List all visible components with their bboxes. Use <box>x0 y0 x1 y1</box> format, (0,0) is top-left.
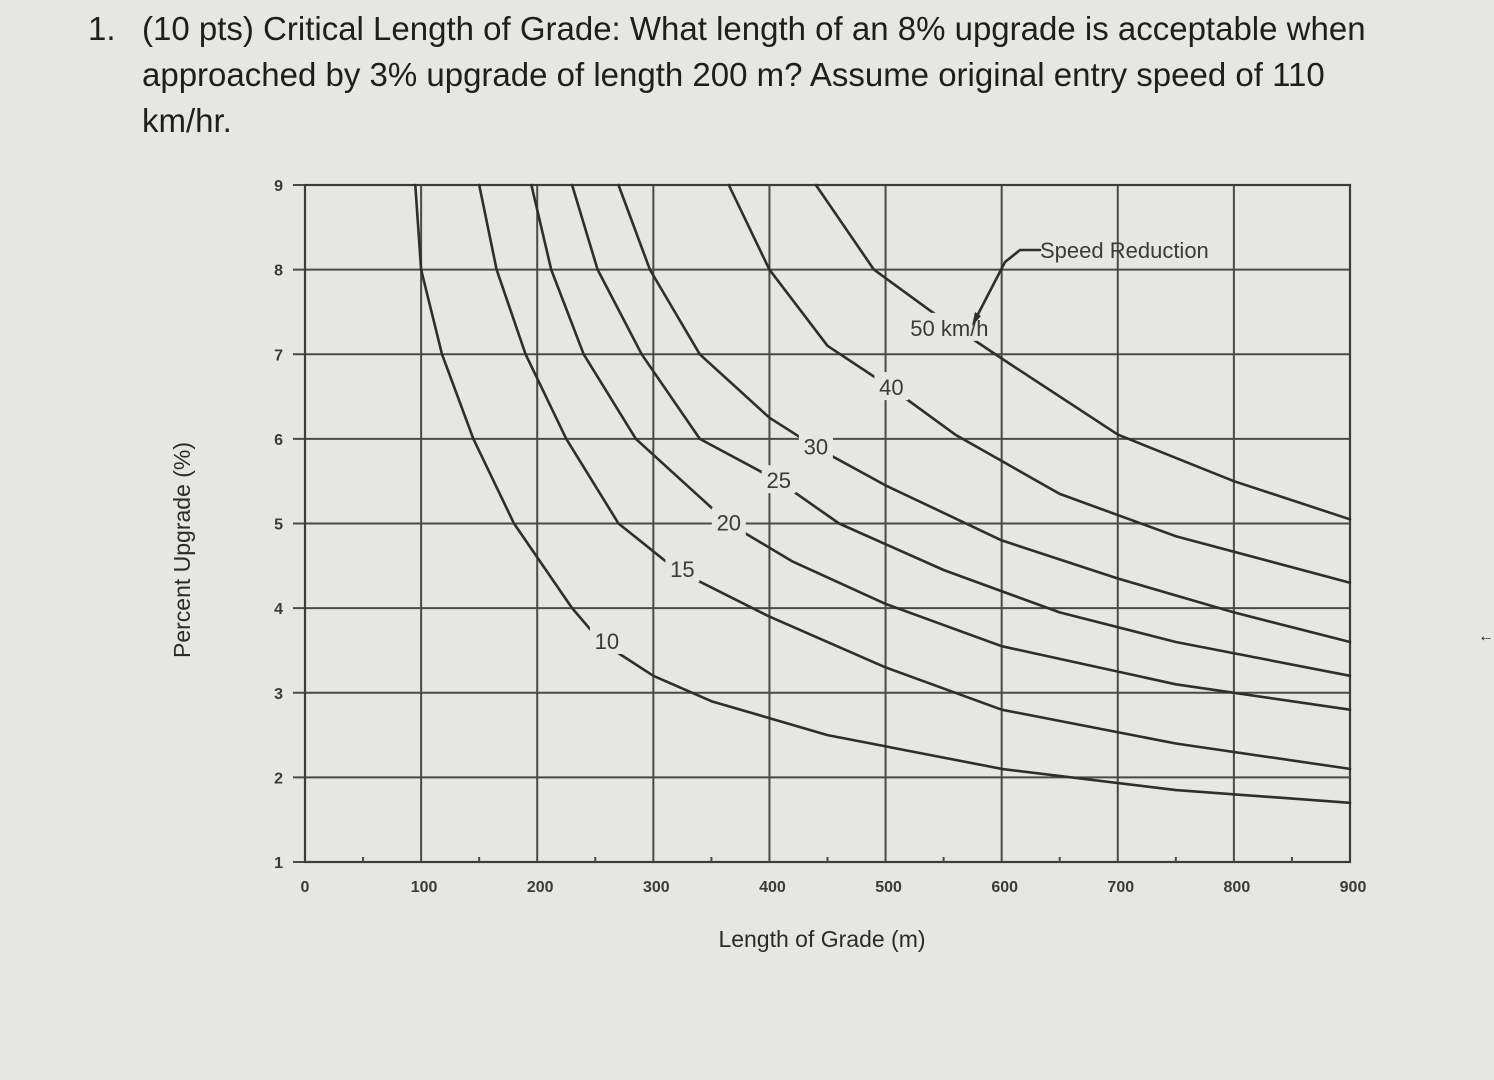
curve-15 <box>477 183 1352 771</box>
x-tick-label: 200 <box>527 879 554 896</box>
x-tick-label: 700 <box>1107 879 1134 896</box>
question-number: 1. <box>88 10 116 47</box>
y-tick-label: 9 <box>274 178 283 195</box>
curve-label: 10 <box>595 629 619 654</box>
curve-40 <box>727 183 1352 585</box>
x-tick-label: 600 <box>991 879 1018 896</box>
x-tick-label: 100 <box>411 879 438 896</box>
arrow-left-icon: ← <box>1478 628 1494 645</box>
y-tick-label: 3 <box>274 686 283 703</box>
y-tick-label: 2 <box>274 770 283 787</box>
x-axis-title: Length of Grade (m) <box>718 926 925 952</box>
curve-label: 40 <box>879 375 903 400</box>
curve-30 <box>617 183 1352 644</box>
x-tick-label: 800 <box>1224 879 1251 896</box>
question-text: (10 pts) Critical Length of Grade: What … <box>142 10 1366 139</box>
y-tick-label: 5 <box>274 517 283 534</box>
y-tick-label: 6 <box>274 432 283 449</box>
curve-label: 30 <box>804 434 828 459</box>
x-tick-label: 900 <box>1340 879 1367 896</box>
y-tick-label: 8 <box>274 263 283 280</box>
y-axis-title: Percent Upgrade (%) <box>169 442 195 658</box>
chart-grid <box>293 183 1352 864</box>
speed-reduction-curves <box>413 183 1352 805</box>
curve-label: 15 <box>670 557 694 582</box>
x-tick-label: 300 <box>643 879 670 896</box>
curve-20 <box>530 183 1352 712</box>
x-tick-label: 0 <box>301 879 310 896</box>
y-tick-label: 4 <box>274 601 283 618</box>
y-axis-ticks: 1 2 3 4 5 6 7 8 9 <box>274 178 283 872</box>
x-axis-ticks: 0 100 200 300 400 500 600 700 800 900 <box>301 879 1367 896</box>
speed-reduction-label: Speed Reduction <box>1040 238 1209 263</box>
y-tick-label: 7 <box>274 347 283 364</box>
y-tick-label: 1 <box>274 855 283 872</box>
curve-25 <box>570 183 1352 678</box>
x-tick-label: 500 <box>875 879 902 896</box>
curve-50-km-h <box>814 183 1352 521</box>
x-tick-label: 400 <box>759 879 786 896</box>
curve-label: 25 <box>766 468 790 493</box>
speed-reduction-annotation: Speed Reduction <box>972 238 1209 326</box>
curve-label: 20 <box>717 511 741 536</box>
